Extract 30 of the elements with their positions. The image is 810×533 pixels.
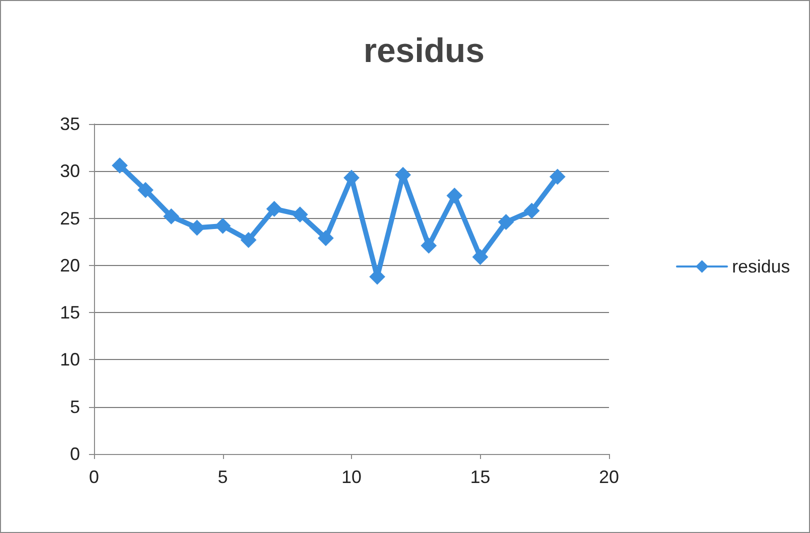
point	[420, 238, 437, 254]
point	[318, 230, 334, 246]
x-tick-label: 10	[341, 467, 362, 487]
x-tick-label: 15	[470, 467, 490, 487]
point	[240, 232, 256, 248]
y-tick-label: 30	[60, 161, 80, 182]
point	[266, 200, 282, 217]
y-tick-label: 20	[60, 255, 80, 276]
point	[524, 202, 540, 219]
point	[112, 157, 128, 174]
x-tick-label: 5	[218, 467, 228, 487]
point	[138, 182, 154, 198]
point	[498, 214, 514, 230]
point	[292, 206, 308, 223]
y-tick-label: 0	[70, 444, 80, 464]
point	[163, 208, 180, 224]
chart-title: residus	[364, 32, 484, 70]
point	[550, 168, 566, 185]
x-tick-label: 0	[88, 467, 100, 487]
y-tick-label: 25	[60, 208, 80, 228]
legend-label: residus	[732, 256, 790, 276]
y-tick-label: 15	[60, 302, 80, 323]
x-tick-label: 20	[598, 467, 620, 487]
point	[472, 248, 488, 265]
y-tick-label: 35	[60, 114, 80, 134]
point	[214, 218, 231, 234]
y-tick-label: 10	[60, 350, 80, 370]
point	[189, 220, 205, 236]
point	[446, 188, 462, 204]
y-tick-label: 5	[70, 396, 80, 417]
